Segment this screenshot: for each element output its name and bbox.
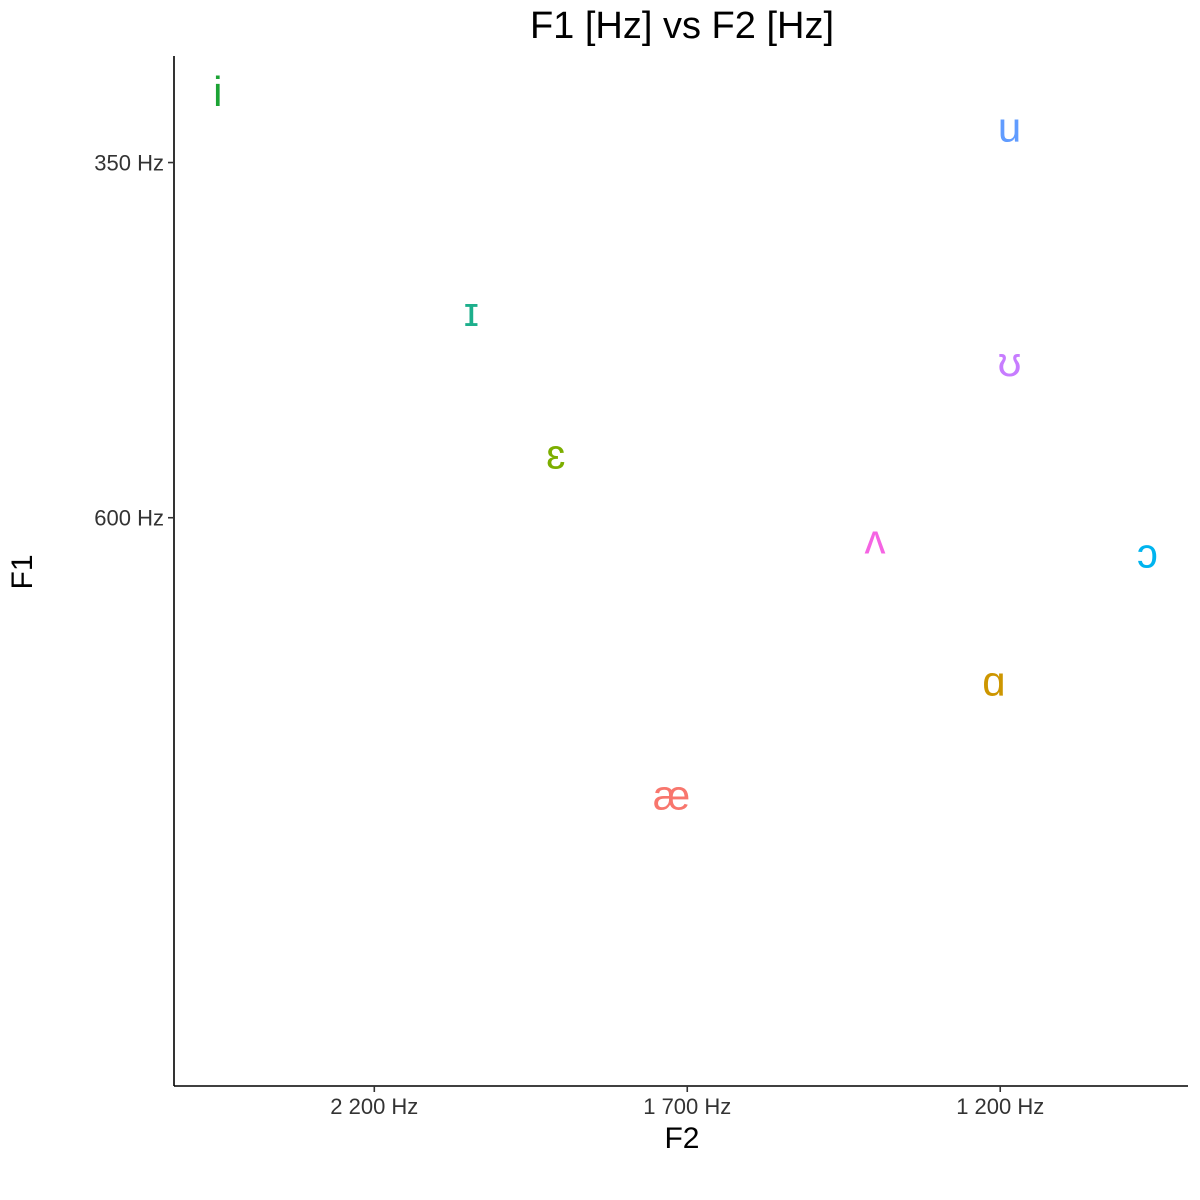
vowel-point: ɪ [464,288,479,335]
y-tick-label: 350 Hz [94,151,164,176]
y-axis-title: F1 [6,554,39,589]
x-tick-label: 1 200 Hz [956,1094,1044,1119]
vowel-point: ʊ [998,338,1022,385]
x-axis-ticks: 2 200 Hz 1 700 Hz 1 200 Hz [330,1086,1044,1119]
vowel-point: ɑ [982,658,1005,705]
y-tick-label: 600 Hz [94,506,164,531]
y-axis-ticks: 350 Hz 600 Hz [94,151,174,531]
vowel-point: æ [653,771,690,818]
vowel-point: ɔ [1137,530,1158,577]
vowel-point: ʌ [865,516,886,563]
x-axis-title: F2 [664,1122,699,1155]
x-tick-label: 2 200 Hz [330,1094,418,1119]
vowel-points: i u ɪ ʊ ɛ ʌ ɔ ɑ æ [213,68,1158,818]
x-tick-label: 1 700 Hz [643,1094,731,1119]
vowel-point: i [213,68,222,115]
vowel-point: ɛ [546,430,565,477]
chart-title: F1 [Hz] vs F2 [Hz] [530,5,834,47]
vowel-point: u [998,104,1021,151]
